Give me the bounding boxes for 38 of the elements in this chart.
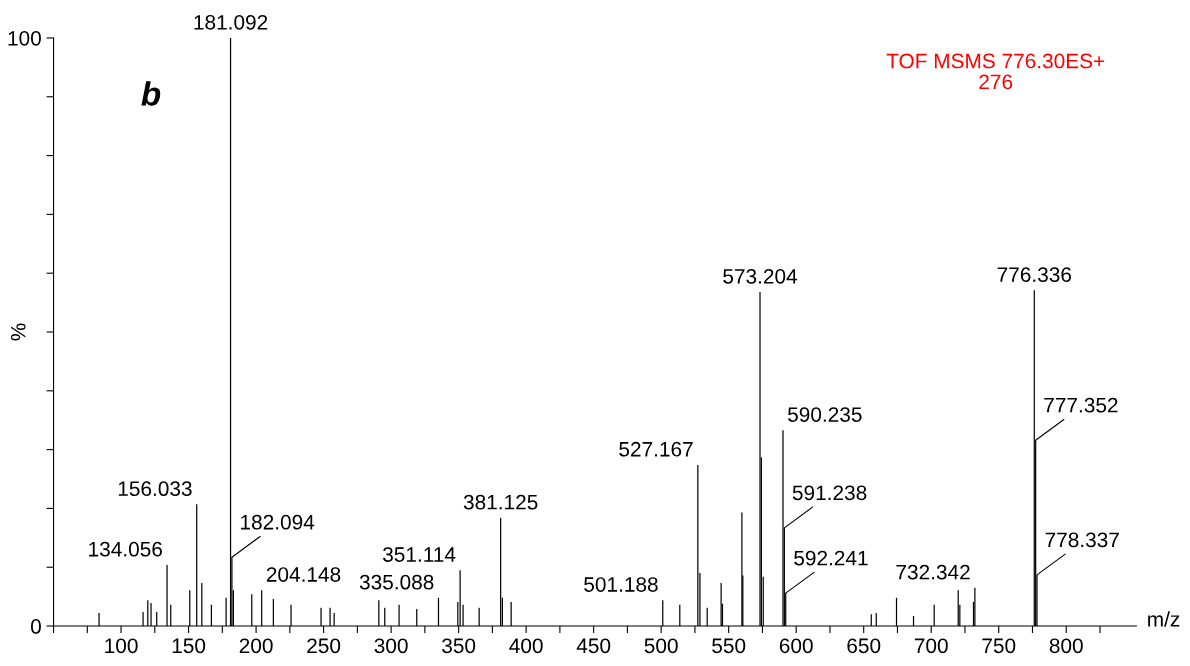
annotation: 573.204: [723, 268, 798, 284]
annotation: 351.114: [382, 547, 456, 562]
annotation: 181.092: [194, 14, 268, 30]
annotation: 778.337: [1045, 532, 1119, 548]
annotation: b: [141, 81, 161, 106]
x-tick-label: 450: [576, 638, 611, 654]
annotation: 335.088: [359, 574, 434, 590]
annotation: 156.033: [118, 481, 192, 497]
x-tick-label: 550: [712, 638, 746, 654]
annotation: 590.235: [788, 407, 862, 422]
x-tick-label: 250: [307, 638, 341, 654]
annotation: 591.238: [792, 485, 867, 501]
annotation: 732.342: [896, 564, 970, 580]
x-tick-label: 100: [105, 638, 138, 654]
annotation: 501.188: [584, 577, 658, 592]
annotation: 592.241: [794, 550, 868, 566]
y-axis-title: %: [10, 323, 26, 341]
x-tick-label: 750: [982, 638, 1016, 654]
annotation: 182.094: [241, 514, 315, 530]
y-tick-label: 0: [30, 619, 41, 634]
annotation: 204.148: [266, 567, 341, 582]
annotation: 527.167: [619, 441, 693, 457]
x-tick-label: 300: [374, 638, 408, 654]
x-tick-label: 500: [644, 638, 678, 654]
x-tick-label: 800: [1049, 638, 1083, 654]
annotation: 776.336: [997, 267, 1072, 282]
x-tick-label: 650: [847, 638, 881, 654]
annotation: TOF MSMS 776.30ES+ 276: [886, 53, 1105, 90]
x-tick-label: 400: [509, 638, 543, 654]
x-tick-label: 350: [442, 638, 476, 654]
x-tick-label: 150: [172, 638, 206, 654]
annotation: 381.125: [463, 494, 538, 510]
x-tick-label: 200: [239, 638, 273, 654]
annotation: 134.056: [89, 541, 162, 557]
x-tick-label: 600: [779, 638, 813, 654]
x-axis-title: m/z: [1148, 611, 1180, 627]
annotation: 777.352: [1044, 397, 1118, 413]
x-tick-label: 700: [914, 638, 948, 654]
